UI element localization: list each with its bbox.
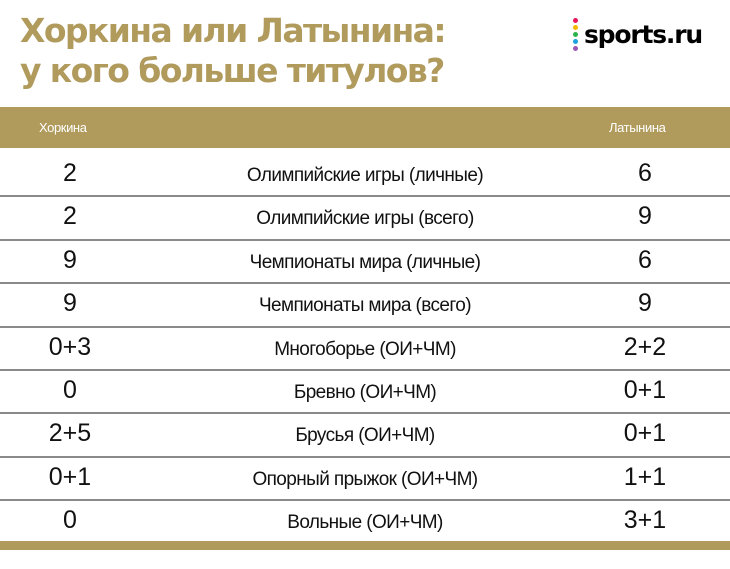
latynina-value: 1+1 bbox=[623, 462, 667, 491]
khorkina-value: 0+3 bbox=[48, 332, 92, 361]
header-khorkina: Хоркина bbox=[39, 120, 87, 135]
category-label: Вольные (ОИ+ЧМ) bbox=[287, 512, 443, 534]
latynina-value: 0+1 bbox=[623, 419, 667, 448]
table-row: 2+5 Брусья (ОИ+ЧМ) 0+1 bbox=[0, 414, 730, 458]
khorkina-value: 2+5 bbox=[48, 419, 92, 448]
category-label: Опорный прыжок (ОИ+ЧМ) bbox=[252, 468, 478, 490]
khorkina-value: 2 bbox=[63, 159, 77, 187]
latynina-value: 0+1 bbox=[623, 375, 667, 404]
category-label: Олимпийские игры (личные) bbox=[246, 165, 484, 186]
khorkina-value: 0+1 bbox=[48, 462, 92, 491]
category-label: Многоборье (ОИ+ЧМ) bbox=[274, 338, 456, 360]
latynina-value: 6 bbox=[638, 245, 652, 274]
latynina-value: 6 bbox=[638, 159, 652, 187]
table-row: 0 Бревно (ОИ+ЧМ) 0+1 bbox=[0, 371, 730, 415]
comparison-table: 2 Олимпийские игры (личные) 6 2 Олимпийс… bbox=[0, 154, 730, 545]
page-title: Хоркина или Латынина: у кого больше титу… bbox=[20, 11, 447, 91]
table-row: 2 Олимпийские игры (всего) 9 bbox=[0, 197, 730, 241]
table-row: 2 Олимпийские игры (личные) 6 bbox=[0, 154, 730, 198]
table-row: 9 Чемпионаты мира (личные) 6 bbox=[0, 241, 730, 285]
table-row: 0+3 Многоборье (ОИ+ЧМ) 2+2 bbox=[0, 328, 730, 371]
khorkina-value: 0 bbox=[63, 506, 77, 535]
logo-dot-green bbox=[573, 31, 578, 37]
khorkina-value: 9 bbox=[63, 245, 77, 274]
table-row: 9 Чемпионаты мира (всего) 9 bbox=[0, 284, 730, 328]
table-row: 0+1 Опорный прыжок (ОИ+ЧМ) 1+1 bbox=[0, 458, 730, 502]
footer-band bbox=[0, 541, 730, 550]
sports-ru-logo[interactable]: sports.ru bbox=[573, 14, 703, 54]
table-row: 0 Вольные (ОИ+ЧМ) 3+1 bbox=[0, 501, 730, 544]
logo-dot-yellow bbox=[573, 24, 578, 30]
title-line-1: Хоркина или Латынина: bbox=[20, 11, 447, 50]
logo-dot-purple bbox=[573, 45, 578, 51]
latynina-value: 9 bbox=[638, 289, 652, 318]
header-latynina: Латынина bbox=[609, 120, 666, 135]
khorkina-value: 0 bbox=[63, 375, 77, 404]
title-line-2: у кого больше титулов? bbox=[20, 51, 445, 90]
latynina-value: 3+1 bbox=[623, 506, 667, 535]
khorkina-value: 2 bbox=[63, 202, 77, 231]
logo-dot-red bbox=[573, 17, 578, 23]
latynina-value: 9 bbox=[638, 202, 652, 231]
category-label: Брусья (ОИ+ЧМ) bbox=[295, 425, 435, 447]
table-header: Хоркина Латынина bbox=[0, 107, 730, 148]
category-label: Чемпионаты мира (всего) bbox=[258, 295, 472, 317]
logo-dot-blue bbox=[573, 38, 578, 44]
logo-text: sports.ru bbox=[584, 19, 703, 49]
category-label: Бревно (ОИ+ЧМ) bbox=[293, 381, 437, 403]
latynina-value: 2+2 bbox=[623, 332, 667, 361]
category-label: Чемпионаты мира (личные) bbox=[249, 251, 481, 273]
khorkina-value: 9 bbox=[63, 289, 77, 318]
logo-dots-icon bbox=[573, 17, 578, 51]
category-label: Олимпийские игры (всего) bbox=[256, 208, 474, 230]
